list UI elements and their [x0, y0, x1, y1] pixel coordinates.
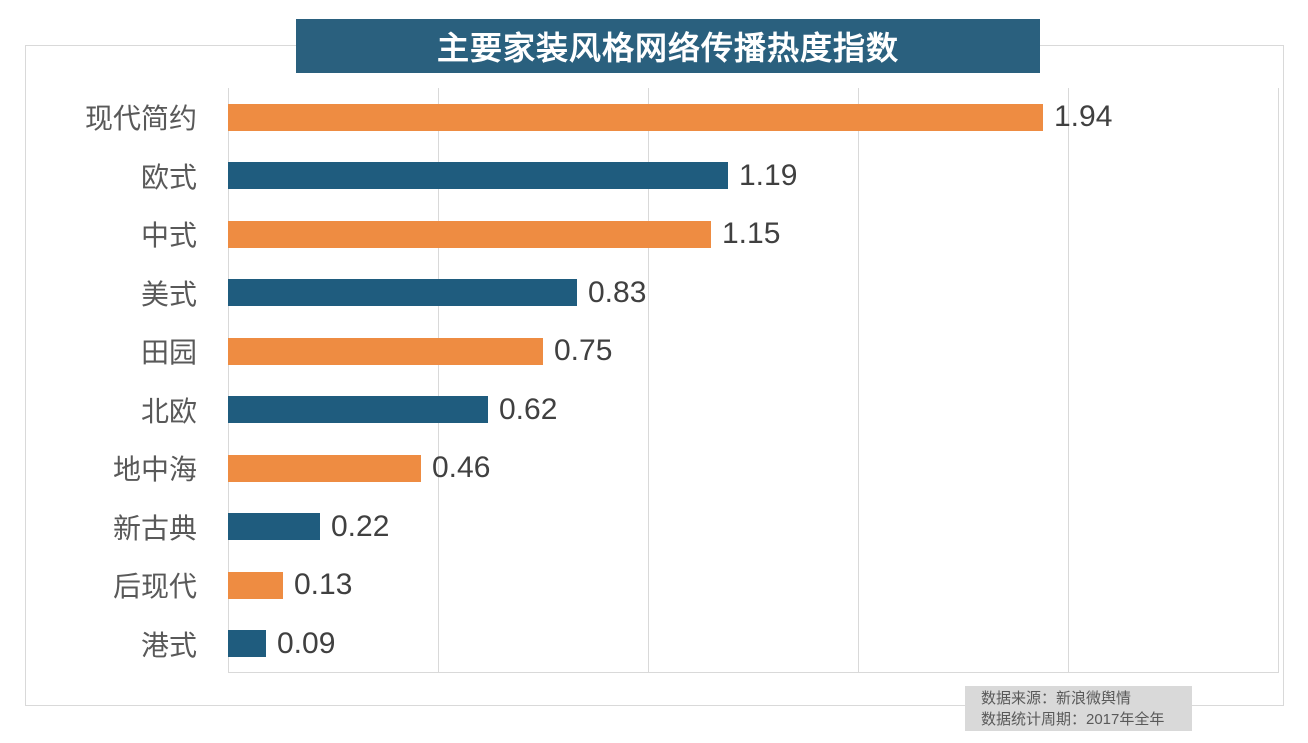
chart-title: 主要家装风格网络传播热度指数 — [436, 30, 899, 66]
category-label: 港式 — [140, 629, 197, 661]
bar-row: 地中海 0.46 — [113, 439, 1278, 498]
category-label: 田园 — [140, 337, 197, 369]
plot-bottom-axis-line — [228, 672, 1278, 673]
bar — [228, 454, 421, 482]
chart-title-banner: 主要家装风格网络传播热度指数 — [296, 19, 1040, 73]
value-label: 1.15 — [722, 217, 781, 251]
bar-row: 中式 1.15 — [141, 205, 1278, 264]
data-source-box: 数据来源：新浪微舆情 数据统计周期：2017年全年 — [965, 686, 1192, 731]
value-label: 0.46 — [432, 451, 491, 485]
value-label: 1.19 — [739, 158, 798, 192]
value-label: 0.22 — [331, 509, 390, 543]
bar-row: 新古典 0.22 — [113, 498, 1278, 557]
bar — [228, 571, 283, 599]
category-label: 中式 — [140, 220, 197, 252]
bar-row: 后现代 0.13 — [113, 556, 1278, 615]
bar — [228, 396, 488, 424]
gridline — [858, 88, 859, 673]
bar — [228, 337, 543, 365]
bar-row: 田园 0.75 — [141, 322, 1278, 381]
value-label: 0.83 — [588, 275, 647, 309]
bar — [228, 162, 728, 190]
gridline — [438, 88, 439, 673]
bar — [228, 103, 1043, 131]
bar — [228, 220, 711, 248]
value-label: 0.09 — [277, 626, 336, 660]
bar — [228, 279, 577, 307]
gridline — [648, 88, 649, 673]
value-label: 0.13 — [294, 568, 353, 602]
bar-row: 现代简约 1.94 — [85, 88, 1278, 147]
gridline — [1278, 88, 1279, 673]
category-label: 地中海 — [112, 454, 197, 486]
bar-row: 美式 0.83 — [141, 264, 1278, 323]
bar-row: 北欧 0.62 — [141, 381, 1278, 440]
bar — [228, 630, 266, 658]
bar-row: 欧式 1.19 — [141, 147, 1278, 206]
y-axis-line — [228, 88, 229, 673]
data-period-line: 数据统计周期：2017年全年 — [981, 711, 1165, 728]
bar-row: 港式 0.09 — [141, 615, 1278, 674]
gridline — [1068, 88, 1069, 673]
category-label: 美式 — [140, 278, 197, 310]
plot-area: 现代简约 1.94 欧式 1.19 中式 1.15 美式 0.83 田园 0.75 北欧 0.62 地中… — [85, 88, 1279, 674]
value-label: 1.94 — [1054, 100, 1113, 134]
category-label: 北欧 — [140, 395, 197, 427]
value-label: 0.62 — [499, 392, 558, 426]
bar — [228, 513, 320, 541]
category-label: 后现代 — [112, 571, 197, 603]
data-source-line: 数据来源：新浪微舆情 — [981, 690, 1132, 707]
value-label: 0.75 — [554, 334, 613, 368]
category-label: 新古典 — [112, 512, 197, 544]
category-label: 欧式 — [140, 161, 197, 193]
category-label: 现代简约 — [84, 103, 197, 135]
